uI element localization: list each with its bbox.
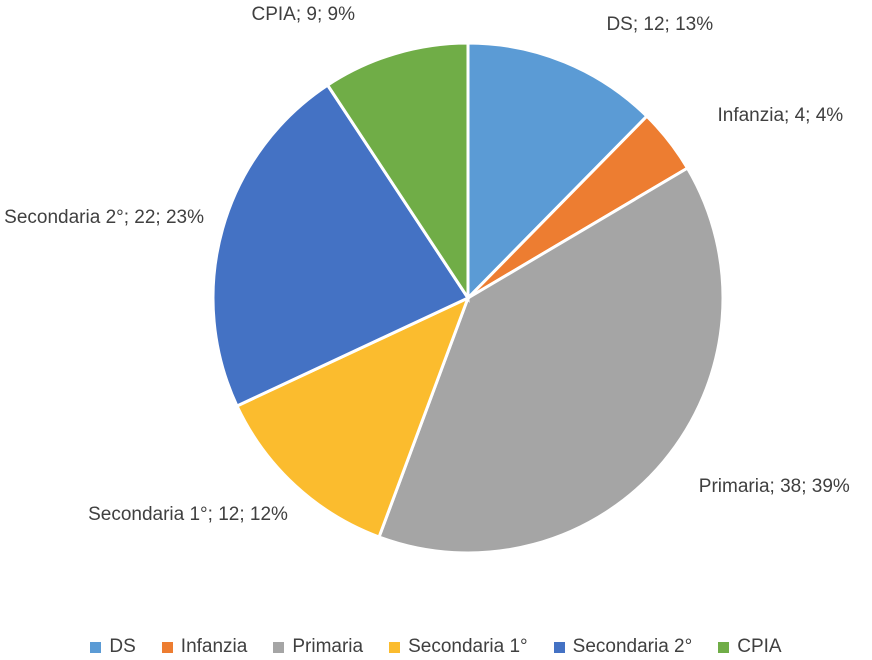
legend-swatch (161, 641, 173, 653)
pie-slice (325, 41, 470, 303)
pie-slice (234, 295, 471, 539)
legend-swatch (553, 641, 565, 653)
legend-item: Secondaria 1° (389, 636, 528, 658)
legend-item: Secondaria 2° (553, 636, 693, 658)
legend-label: Primaria (292, 636, 364, 657)
legend-item: DS (90, 636, 136, 658)
legend-label: Secondaria 1° (408, 636, 528, 657)
legend-swatch (389, 641, 401, 653)
pie-slice (466, 41, 649, 302)
data-label: DS; 12; 13% (606, 14, 714, 35)
pie-slice (377, 166, 725, 555)
data-label: Primaria; 38; 39% (698, 476, 850, 498)
legend-swatch (273, 641, 285, 653)
legend-swatch (718, 641, 730, 653)
legend-item: Primaria (273, 636, 363, 658)
legend-label: Infanzia (180, 636, 248, 657)
legend-item: CPIA (718, 636, 782, 658)
legend: DS Infanzia Primaria Secondaria 1° Secondari… (0, 636, 872, 658)
legend-label: DS (109, 636, 136, 657)
legend-label: Secondaria 2° (572, 636, 693, 657)
legend-swatch (90, 641, 102, 653)
legend-item: Infanzia (161, 636, 248, 658)
data-label: Secondaria 1°; 12; 12% (88, 503, 288, 525)
data-label: Secondaria 2°; 22; 23% (4, 206, 205, 228)
legend-label: CPIA (737, 636, 782, 657)
data-label: CPIA; 9; 9% (251, 4, 355, 26)
pie-slice (211, 83, 471, 408)
data-label: Infanzia; 4; 4% (717, 105, 844, 127)
